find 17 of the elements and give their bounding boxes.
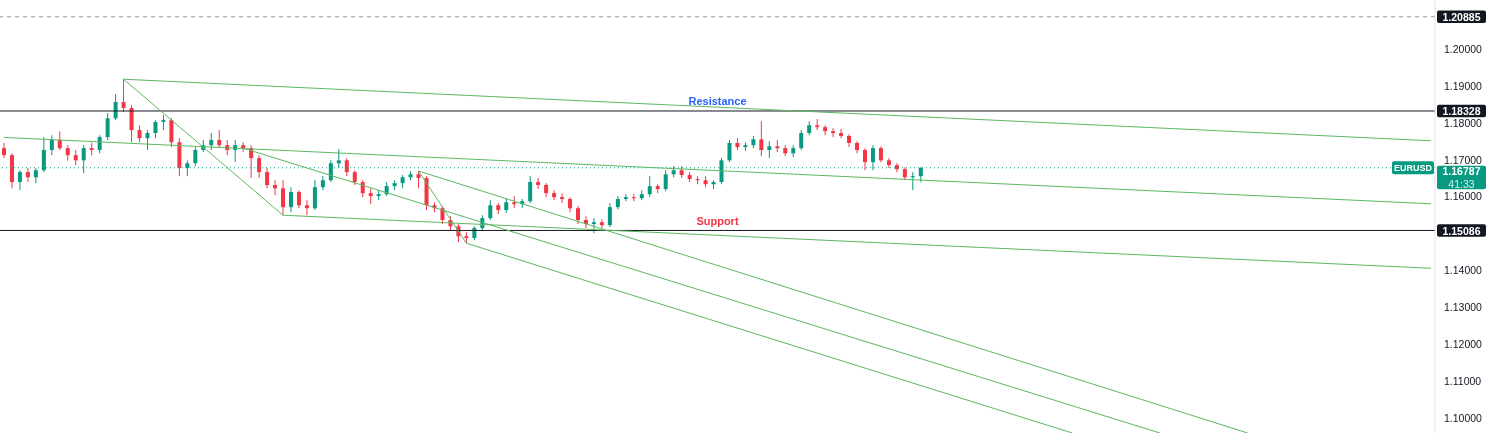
y-tick-label: 1.19000 (1444, 79, 1483, 92)
y-tick-label: 1.16787 (1442, 165, 1481, 178)
annotation: Support (696, 214, 739, 227)
y-tick-label: 1.18000 (1444, 116, 1483, 129)
y-tick-label: 1.17000 (1444, 153, 1483, 166)
y-tick-label: 1.13000 (1444, 301, 1483, 314)
y-tick-label: 1.20000 (1444, 43, 1483, 56)
annotation: Resistance (688, 95, 747, 108)
y-tick-label: 1.20885 (1442, 10, 1481, 23)
y-tick-label: 1.10000 (1444, 411, 1483, 424)
y-tick-label: 1.11000 (1444, 374, 1482, 387)
y-tick-label: 1.15086 (1442, 224, 1481, 237)
y-tick-label: 1.12000 (1444, 337, 1483, 350)
text: 41:33 (1448, 177, 1475, 190)
y-tick-label: 1.16000 (1444, 190, 1483, 203)
y-tick-label: 1.18328 (1442, 105, 1481, 118)
y-tick-label: 1.14000 (1444, 264, 1483, 277)
